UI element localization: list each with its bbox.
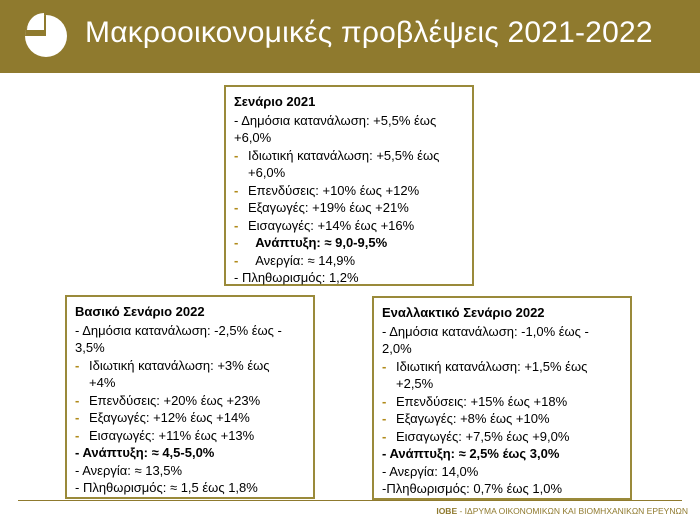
alternative-2022-heading: Εναλλακτικό Σενάριο 2022 bbox=[382, 305, 545, 320]
header-bar: Μακροοικονομικές προβλέψεις 2021-2022 bbox=[0, 0, 700, 73]
growth-line: Ανάπτυξη: ≈ 9,0-9,5% bbox=[255, 235, 388, 250]
alternative-2022-box: Εναλλακτικό Σενάριο 2022 - Δημόσια καταν… bbox=[372, 296, 632, 500]
investments-line: Επενδύσεις: +15% έως +18% bbox=[396, 393, 568, 409]
private-consumption-line: Ιδιωτική κατανάλωση: +3% έως bbox=[89, 357, 270, 373]
bullet-dash-icon: - bbox=[234, 217, 239, 233]
pie-chart-icon bbox=[25, 13, 67, 57]
baseline-2022-heading: Βασικό Σενάριο 2022 bbox=[75, 304, 205, 319]
imports-line: Εισαγωγές: +14% έως +16% bbox=[248, 217, 415, 233]
bullet-dash-icon: - bbox=[75, 357, 80, 373]
footer-org-name: - ΙΔΡΥΜΑ ΟΙΚΟΝΟΜΙΚΩΝ ΚΑΙ ΒΙΟΜΗΧΑΝΙΚΩΝ ΕΡ… bbox=[457, 506, 688, 516]
private-consumption-line-cont: +4% bbox=[89, 375, 116, 390]
growth-line: - Ανάπτυξη: ≈ 4,5-5,0% bbox=[75, 445, 215, 460]
private-consumption-line-cont: +2,5% bbox=[396, 376, 434, 391]
public-consumption-line-cont: 2,0% bbox=[382, 341, 412, 356]
public-consumption-line-cont: +6,0% bbox=[234, 130, 272, 145]
bullet-dash-icon: - bbox=[382, 411, 387, 426]
bullet-dash-icon: - bbox=[382, 393, 387, 409]
imports-line: Εισαγωγές: +11% έως +13% bbox=[89, 427, 255, 443]
unemployment-line: - Ανεργία: 14,0% bbox=[382, 463, 479, 479]
bullet-dash-icon: - bbox=[382, 358, 387, 374]
exports-line: Εξαγωγές: +8% έως +10% bbox=[396, 411, 550, 426]
private-consumption-line: Ιδιωτική κατανάλωση: +5,5% έως bbox=[248, 147, 440, 163]
baseline-2022-box: Βασικό Σενάριο 2022 - Δημόσια κατανάλωση… bbox=[65, 295, 315, 499]
private-consumption-line: Ιδιωτική κατανάλωση: +1,5% έως bbox=[396, 358, 588, 374]
inflation-line: - Πληθωρισμός: ≈ 1,5 έως 1,8% bbox=[75, 480, 258, 495]
bullet-dash-icon: - bbox=[234, 200, 239, 215]
investments-line: Επενδύσεις: +10% έως +12% bbox=[248, 182, 420, 198]
exports-line: Εξαγωγές: +19% έως +21% bbox=[248, 200, 409, 215]
bullet-dash-icon: - bbox=[75, 427, 80, 443]
bullet-dash-icon: - bbox=[234, 182, 239, 198]
growth-line: - Ανάπτυξη: ≈ 2,5% έως 3,0% bbox=[382, 446, 560, 461]
footer-divider bbox=[18, 500, 682, 501]
page-title: Μακροοικονομικές προβλέψεις 2021-2022 bbox=[85, 16, 653, 49]
public-consumption-line: - Δημόσια κατανάλωση: -1,0% έως - bbox=[382, 323, 589, 339]
bullet-dash-icon: - bbox=[234, 147, 239, 163]
footer-text: ΙΟΒΕ - ΙΔΡΥΜΑ ΟΙΚΟΝΟΜΙΚΩΝ ΚΑΙ ΒΙΟΜΗΧΑΝΙΚ… bbox=[436, 506, 688, 516]
imports-line: Εισαγωγές: +7,5% έως +9,0% bbox=[396, 428, 570, 444]
bullet-dash-icon: - bbox=[75, 392, 80, 408]
scenario-2021-heading: Σενάριο 2021 bbox=[234, 94, 316, 109]
unemployment-line: Ανεργία: ≈ 14,9% bbox=[255, 252, 356, 268]
public-consumption-line: - Δημόσια κατανάλωση: +5,5% έως bbox=[234, 112, 437, 128]
inflation-line: - Πληθωρισμός: 1,2% bbox=[234, 270, 359, 285]
bullet-dash-icon: - bbox=[234, 235, 239, 250]
exports-line: Εξαγωγές: +12% έως +14% bbox=[89, 410, 250, 425]
private-consumption-line-cont: +6,0% bbox=[248, 165, 286, 180]
inflation-line: -Πληθωρισμός: 0,7% έως 1,0% bbox=[382, 481, 563, 496]
footer-org-abbr: ΙΟΒΕ bbox=[436, 506, 458, 516]
bullet-dash-icon: - bbox=[382, 428, 387, 444]
scenario-2021-box: Σενάριο 2021 - Δημόσια κατανάλωση: +5,5%… bbox=[224, 85, 474, 286]
bullet-dash-icon: - bbox=[75, 410, 80, 425]
bullet-dash-icon: - bbox=[234, 252, 239, 268]
public-consumption-line: - Δημόσια κατανάλωση: -2,5% έως - bbox=[75, 322, 282, 338]
investments-line: Επενδύσεις: +20% έως +23% bbox=[89, 392, 261, 408]
public-consumption-line-cont: 3,5% bbox=[75, 340, 105, 355]
unemployment-line: - Ανεργία: ≈ 13,5% bbox=[75, 462, 183, 478]
